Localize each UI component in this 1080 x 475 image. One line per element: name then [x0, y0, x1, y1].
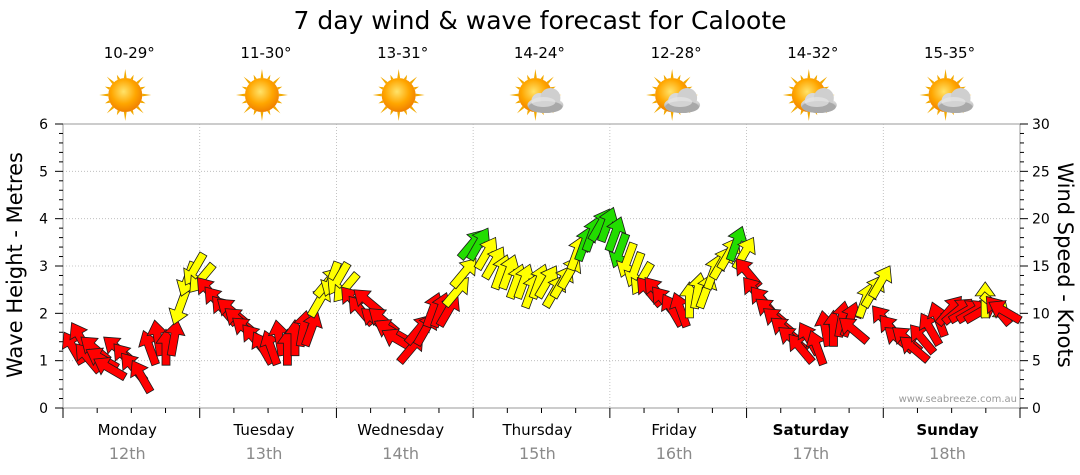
right-tick-label: 30 — [1032, 117, 1050, 133]
date-label: 16th — [656, 444, 693, 463]
sun-cloud-icon — [919, 69, 974, 121]
day-label: Thursday — [502, 421, 573, 439]
left-tick-label: 5 — [39, 164, 48, 180]
right-axis: 0 5 10 15 20 25 30 — [1020, 117, 1050, 417]
wind-arrows — [61, 206, 1023, 395]
day-label: Saturday — [773, 421, 850, 439]
right-tick-label: 5 — [1032, 354, 1041, 370]
temperature-range: 14-24° — [514, 44, 565, 62]
left-tick-label: 6 — [39, 117, 48, 133]
sun-cloud-icon — [509, 69, 564, 121]
temperature-range: 15-35° — [924, 44, 975, 62]
wind-arrow — [168, 288, 191, 326]
temperature-range: 10-29° — [104, 44, 155, 62]
wind-arrow — [130, 359, 155, 395]
day-axis: Monday 12th Tuesday 13th Wednesday 14th Thursd… — [62, 408, 1021, 463]
weather-icons: 10-29° 11-30° 13-31° 14-24° 12-28° 14-32° 15-3… — [99, 44, 975, 121]
sun-icon — [372, 69, 425, 121]
right-tick-label: 0 — [1032, 401, 1041, 417]
sun-cloud-icon — [646, 69, 701, 121]
wind-arrow — [164, 319, 186, 357]
wind-arrow — [988, 300, 1023, 325]
sun-icon — [235, 69, 288, 121]
left-tick-label: 4 — [39, 212, 48, 228]
left-tick-label: 2 — [39, 306, 48, 322]
left-tick-label: 3 — [39, 259, 48, 275]
day-label: Tuesday — [232, 421, 294, 439]
right-tick-label: 25 — [1032, 164, 1050, 180]
temperature-range: 14-32° — [787, 44, 838, 62]
temperature-range: 12-28° — [651, 44, 702, 62]
sun-cloud-icon — [782, 69, 837, 121]
wind-arrow — [867, 265, 893, 300]
temperature-range: 11-30° — [240, 44, 291, 62]
date-label: 17th — [792, 444, 829, 463]
wind-arrow — [301, 310, 323, 348]
right-tick-label: 15 — [1032, 259, 1050, 275]
watermark: www.seabreeze.com.au — [899, 394, 1017, 405]
left-axis-label: Wave Height - Metres — [3, 152, 27, 378]
temperature-range: 13-31° — [377, 44, 428, 62]
right-tick-label: 20 — [1032, 212, 1050, 228]
wind-arrow — [93, 356, 128, 382]
date-label: 13th — [246, 444, 283, 463]
day-label: Friday — [651, 421, 697, 439]
wind-arrow — [899, 336, 931, 364]
left-tick-label: 1 — [39, 354, 48, 370]
left-axis: 0 1 2 3 4 5 6 — [39, 117, 63, 417]
sun-icon — [99, 69, 152, 121]
date-label: 12th — [109, 444, 146, 463]
left-tick-label: 0 — [39, 401, 48, 417]
day-label: Wednesday — [357, 421, 444, 439]
right-axis-label: Wind Speed - Knots — [1053, 162, 1077, 367]
wind-arrow — [449, 258, 477, 290]
date-label: 18th — [929, 444, 966, 463]
date-label: 15th — [519, 444, 556, 463]
day-label: Monday — [98, 421, 157, 439]
day-label: Sunday — [916, 421, 979, 439]
right-tick-label: 10 — [1032, 306, 1050, 322]
wind-arrow — [838, 317, 871, 345]
date-label: 14th — [382, 444, 419, 463]
chart-title: 7 day wind & wave forecast for Caloote — [293, 6, 786, 35]
